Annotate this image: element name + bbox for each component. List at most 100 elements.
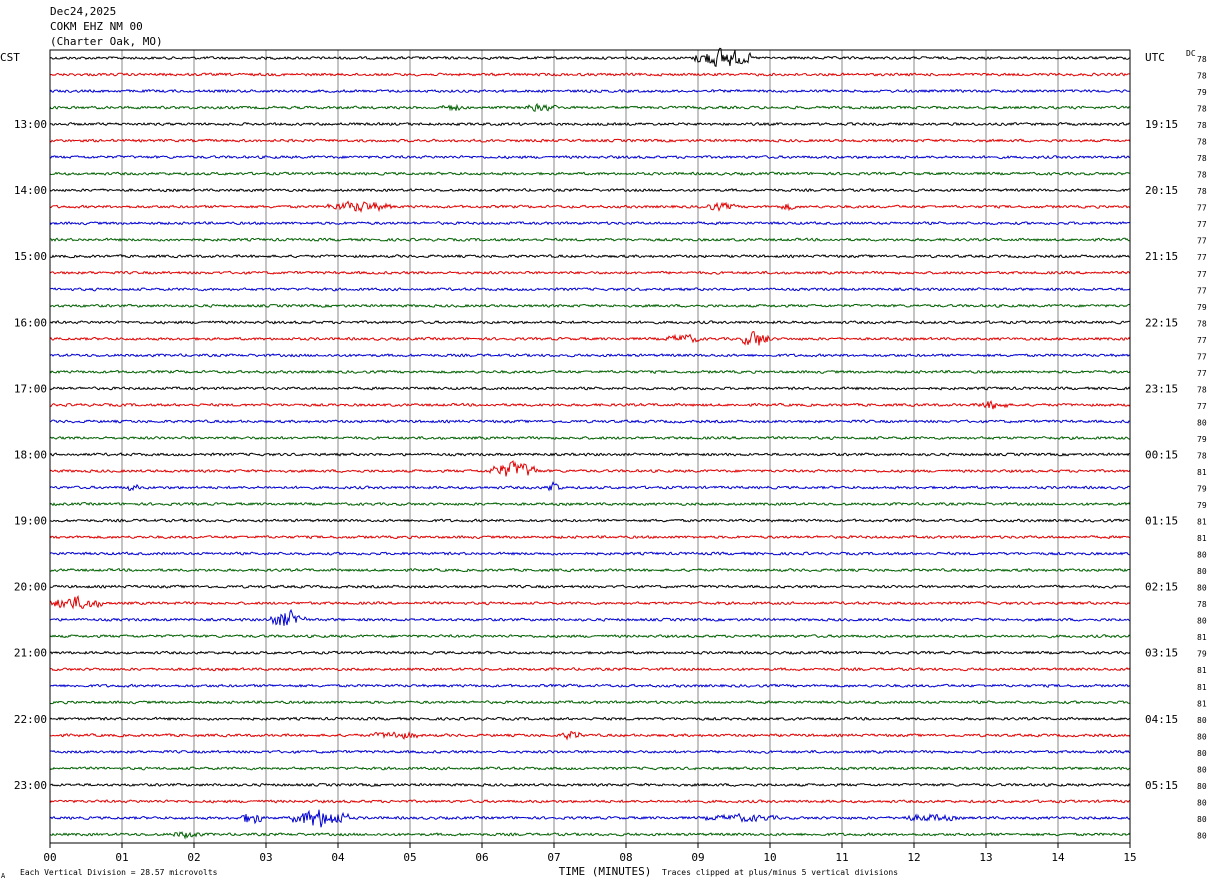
x-tick-label: 00 bbox=[43, 851, 56, 864]
trace-line bbox=[49, 700, 1131, 705]
scale-note: Each Vertical Division = 28.57 microvolt… bbox=[20, 868, 218, 877]
dc-offset-value: 80 bbox=[1197, 831, 1207, 840]
dc-offset-value: 79 bbox=[1197, 303, 1207, 312]
trace-line bbox=[49, 594, 1131, 610]
x-tick-label: 03 bbox=[259, 851, 272, 864]
trace-line bbox=[49, 287, 1131, 292]
dc-offset-value: 78 bbox=[1197, 319, 1207, 328]
dc-offset-value: 78 bbox=[1197, 55, 1207, 64]
dc-offset-value: 80 bbox=[1197, 749, 1207, 758]
trace-line bbox=[49, 535, 1131, 540]
trace-line bbox=[49, 200, 1131, 213]
dc-offset-value: 78 bbox=[1197, 600, 1207, 609]
x-tick-label: 09 bbox=[691, 851, 704, 864]
dc-offset-value: 79 bbox=[1197, 501, 1207, 510]
dc-offset-value: 78 bbox=[1197, 171, 1207, 180]
dc-offset-value: 77 bbox=[1197, 352, 1207, 361]
trace-line bbox=[49, 331, 1131, 346]
left-hour-label: 15:00 bbox=[14, 250, 47, 263]
trace-line bbox=[49, 584, 1131, 589]
dc-offset-value: 79 bbox=[1197, 485, 1207, 494]
right-hour-label: 02:15 bbox=[1145, 581, 1178, 594]
right-hour-label: 01:15 bbox=[1145, 515, 1178, 528]
dc-offset-value: 78 bbox=[1197, 154, 1207, 163]
trace-line bbox=[49, 171, 1131, 176]
trace-line bbox=[49, 650, 1131, 655]
dc-offset-value: 80 bbox=[1197, 732, 1207, 741]
station-location: (Charter Oak, MO) bbox=[50, 35, 163, 48]
trace-line bbox=[49, 72, 1131, 77]
dc-offset-value: 80 bbox=[1197, 584, 1207, 593]
x-tick-label: 05 bbox=[403, 851, 416, 864]
trace-line bbox=[49, 188, 1131, 193]
dc-offset-value: 77 bbox=[1197, 286, 1207, 295]
left-hour-label: 18:00 bbox=[14, 448, 47, 461]
trace-line bbox=[49, 419, 1131, 424]
left-hour-label: 20:00 bbox=[14, 581, 47, 594]
dc-offset-value: 81 bbox=[1197, 633, 1207, 642]
right-hour-label: 22:15 bbox=[1145, 316, 1178, 329]
left-hour-label: 22:00 bbox=[14, 713, 47, 726]
dc-offset-value: 80 bbox=[1197, 798, 1207, 807]
right-hour-label: 03:15 bbox=[1145, 647, 1178, 660]
left-hour-label: 17:00 bbox=[14, 382, 47, 395]
x-tick-label: 15 bbox=[1123, 851, 1136, 864]
x-tick-label: 08 bbox=[619, 851, 632, 864]
trace-line bbox=[49, 303, 1131, 308]
right-hour-label: 00:15 bbox=[1145, 448, 1178, 461]
right-timezone-label: UTC bbox=[1145, 51, 1165, 64]
trace-line bbox=[49, 47, 1131, 68]
right-hour-label: 05:15 bbox=[1145, 779, 1178, 792]
x-tick-label: 04 bbox=[331, 851, 345, 864]
trace-line bbox=[49, 353, 1131, 358]
trace-line bbox=[49, 254, 1131, 259]
right-hour-label: 23:15 bbox=[1145, 382, 1178, 395]
dc-offset-value: 78 bbox=[1197, 72, 1207, 81]
x-tick-label: 02 bbox=[187, 851, 200, 864]
trace-line bbox=[49, 809, 1131, 828]
trace-line bbox=[49, 799, 1131, 804]
right-hour-label: 04:15 bbox=[1145, 713, 1178, 726]
dc-offset-value: 81 bbox=[1197, 699, 1207, 708]
dc-offset-value: 78 bbox=[1197, 385, 1207, 394]
x-tick-label: 10 bbox=[763, 851, 776, 864]
dc-offset-value: 80 bbox=[1197, 716, 1207, 725]
trace-line bbox=[49, 782, 1131, 787]
right-hour-label: 20:15 bbox=[1145, 184, 1178, 197]
dc-offset-value: 81 bbox=[1197, 468, 1207, 477]
dc-offset-value: 77 bbox=[1197, 253, 1207, 262]
trace-line bbox=[49, 551, 1131, 556]
trace-line bbox=[49, 716, 1131, 721]
left-hour-label: 16:00 bbox=[14, 316, 47, 329]
trace-line bbox=[49, 634, 1131, 639]
dc-offset-value: 78 bbox=[1197, 451, 1207, 460]
dc-offset-value: 77 bbox=[1197, 237, 1207, 246]
trace-line bbox=[49, 399, 1131, 410]
dc-offset-value: 81 bbox=[1197, 518, 1207, 527]
trace-line bbox=[49, 766, 1131, 771]
trace-line bbox=[49, 460, 1131, 477]
trace-line bbox=[49, 452, 1131, 457]
trace-line bbox=[49, 501, 1131, 507]
x-tick-label: 11 bbox=[835, 851, 848, 864]
dc-offset-value: 80 bbox=[1197, 551, 1207, 560]
trace-line bbox=[49, 749, 1131, 754]
left-hour-label: 23:00 bbox=[14, 779, 47, 792]
trace-line bbox=[49, 567, 1131, 573]
trace-line bbox=[49, 102, 1131, 112]
trace-line bbox=[49, 155, 1131, 160]
dc-offset-value: 78 bbox=[1197, 187, 1207, 196]
trace-line bbox=[49, 518, 1131, 523]
dc-offset-value: 80 bbox=[1197, 617, 1207, 626]
axis-labels: 00 01 02 03 04 05 06 07 08 09 10 11 12 13 14 15 TIME (MI… bbox=[0, 49, 1207, 880]
dc-offset-value: 81 bbox=[1197, 666, 1207, 675]
dc-offset-value: 80 bbox=[1197, 567, 1207, 576]
dc-offset-value: 80 bbox=[1197, 782, 1207, 791]
trace-line bbox=[49, 730, 1131, 741]
dc-offset-value: 78 bbox=[1197, 121, 1207, 130]
dc-label: DC bbox=[1186, 49, 1196, 58]
plot-date: Dec24,2025 bbox=[50, 5, 117, 18]
trace-line bbox=[49, 237, 1130, 242]
trace-line bbox=[49, 221, 1131, 226]
